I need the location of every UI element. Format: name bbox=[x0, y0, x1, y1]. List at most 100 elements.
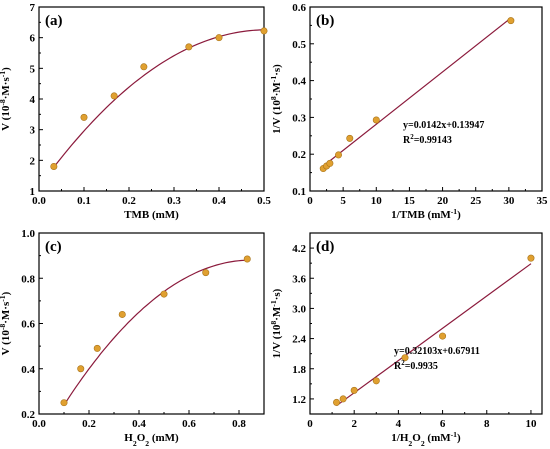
data-point bbox=[202, 269, 210, 277]
y-tick-label: 3 bbox=[30, 125, 36, 137]
chart-panel-d: 0 2 4 6 8 10 1.2 1.8 2.4 3.0 3.6 4.2 1/H2O2 (mM-1) 1/… bbox=[269, 232, 543, 448]
x-tick-label: 0.1 bbox=[77, 195, 91, 207]
x-axis-label: H2O2 (mM) bbox=[124, 432, 179, 448]
y-tick-label: 1.2 bbox=[292, 394, 306, 406]
data-point bbox=[185, 43, 193, 51]
data-point bbox=[350, 386, 358, 394]
y-tick-label: 0.1 bbox=[292, 186, 306, 198]
x-tick-label: 4 bbox=[396, 418, 402, 430]
data-point bbox=[507, 17, 515, 25]
data-point bbox=[215, 34, 223, 42]
plot-frame bbox=[309, 232, 543, 415]
fit-equation: y=0.32103x+0.67911 bbox=[394, 346, 480, 357]
x-tick-label: 0.0 bbox=[32, 195, 46, 207]
panel-label: (a) bbox=[45, 13, 63, 29]
panel-label: (c) bbox=[45, 239, 62, 255]
r-squared-label: R2=0.9935 bbox=[394, 359, 438, 372]
data-point bbox=[326, 159, 334, 167]
x-tick-label: 20 bbox=[437, 195, 449, 207]
y-tick-label: 5 bbox=[30, 63, 36, 75]
x-axis-label: TMB (mM) bbox=[124, 209, 179, 221]
x-tick-label: 15 bbox=[404, 195, 416, 207]
y-tick-label: 1.0 bbox=[21, 228, 35, 240]
plot-frame bbox=[38, 232, 265, 415]
fit-line bbox=[63, 259, 248, 406]
y-tick-label: 2 bbox=[30, 155, 36, 167]
x-tick-label: 35 bbox=[537, 195, 549, 207]
y-axis-label: V (10-8·M·s-1) bbox=[0, 67, 12, 131]
data-point bbox=[50, 162, 58, 170]
data-point bbox=[527, 254, 535, 262]
data-point bbox=[160, 290, 168, 298]
panel-label: (b) bbox=[316, 13, 334, 29]
x-tick-label: 0.4 bbox=[132, 418, 146, 430]
x-tick-label: 0.2 bbox=[82, 418, 96, 430]
y-tick-label: 3.0 bbox=[292, 303, 306, 315]
x-tick-label: 0.4 bbox=[212, 195, 226, 207]
y-tick-label: 0.8 bbox=[21, 273, 35, 285]
fit-line bbox=[320, 17, 512, 169]
y-tick-label: 4 bbox=[30, 94, 36, 106]
x-tick-label: 0 bbox=[307, 195, 313, 207]
data-point bbox=[93, 344, 101, 352]
y-tick-label: 0.2 bbox=[292, 149, 306, 161]
y-tick-label: 0.3 bbox=[292, 112, 306, 124]
data-point bbox=[110, 92, 118, 100]
data-point bbox=[401, 354, 409, 362]
y-tick-label: 1 bbox=[30, 186, 36, 198]
x-tick-label: 10 bbox=[525, 418, 537, 430]
r-squared-label: R2=0.99143 bbox=[403, 133, 452, 146]
chart-panel-b: 0 5 10 15 20 25 30 35 0.1 0.2 0.3 0.4 0.5 0.6 1/TMB (m… bbox=[269, 2, 549, 221]
x-tick-label: 5 bbox=[340, 195, 346, 207]
x-tick-label: 0.8 bbox=[232, 418, 246, 430]
x-tick-label: 10 bbox=[371, 195, 383, 207]
y-axis-label: V (10-8·M·s-1) bbox=[0, 291, 12, 355]
x-tick-label: 6 bbox=[440, 418, 446, 430]
data-point bbox=[333, 398, 341, 406]
data-point bbox=[77, 365, 85, 373]
data-point bbox=[346, 134, 354, 142]
fit-equation: y=0.0142x+0.13947 bbox=[403, 120, 484, 131]
y-tick-label: 0.5 bbox=[292, 39, 306, 51]
x-axis-label: 1/TMB (mM-1) bbox=[391, 207, 461, 222]
data-point bbox=[372, 116, 380, 124]
panel-label: (d) bbox=[316, 239, 334, 255]
data-point bbox=[335, 151, 343, 159]
y-tick-label: 0.4 bbox=[21, 364, 35, 376]
data-point bbox=[439, 332, 447, 340]
y-axis-label: 1/V (108·M-1·s) bbox=[269, 288, 284, 358]
y-axis-label: 1/V (108·M-1·s) bbox=[269, 64, 284, 134]
x-tick-label: 2 bbox=[351, 418, 357, 430]
x-tick-label: 0 bbox=[307, 418, 313, 430]
chart-panel-a: 0.0 0.1 0.2 0.3 0.4 0.5 1 2 3 4 5 6 7 TMB (mM) V (10-8… bbox=[0, 2, 271, 221]
y-tick-label: 1.8 bbox=[292, 364, 306, 376]
data-point bbox=[372, 377, 380, 385]
y-tick-label: 0.6 bbox=[292, 2, 306, 14]
y-tick-label: 0.4 bbox=[292, 76, 306, 88]
plot-frame bbox=[38, 6, 265, 192]
data-point bbox=[140, 63, 148, 71]
data-point bbox=[80, 113, 88, 121]
x-axis-label: 1/H2O2 (mM-1) bbox=[391, 430, 461, 448]
y-tick-label: 0.2 bbox=[21, 409, 35, 421]
fit-line bbox=[336, 263, 532, 407]
x-tick-label: 0.2 bbox=[122, 195, 136, 207]
data-point bbox=[260, 27, 268, 35]
x-tick-label: 8 bbox=[484, 418, 490, 430]
fit-line bbox=[53, 29, 265, 168]
data-point bbox=[339, 395, 347, 403]
x-tick-label: 30 bbox=[503, 195, 515, 207]
data-point bbox=[118, 310, 126, 318]
x-tick-label: 25 bbox=[470, 195, 482, 207]
y-tick-label: 6 bbox=[30, 33, 36, 45]
y-tick-label: 7 bbox=[30, 2, 36, 14]
y-tick-label: 3.6 bbox=[292, 273, 306, 285]
x-tick-label: 0.3 bbox=[167, 195, 181, 207]
x-tick-label: 0.5 bbox=[257, 195, 271, 207]
y-tick-label: 2.4 bbox=[292, 334, 306, 346]
y-tick-label: 0.6 bbox=[21, 319, 35, 331]
plot-frame bbox=[309, 6, 543, 192]
x-tick-label: 0.0 bbox=[32, 418, 46, 430]
